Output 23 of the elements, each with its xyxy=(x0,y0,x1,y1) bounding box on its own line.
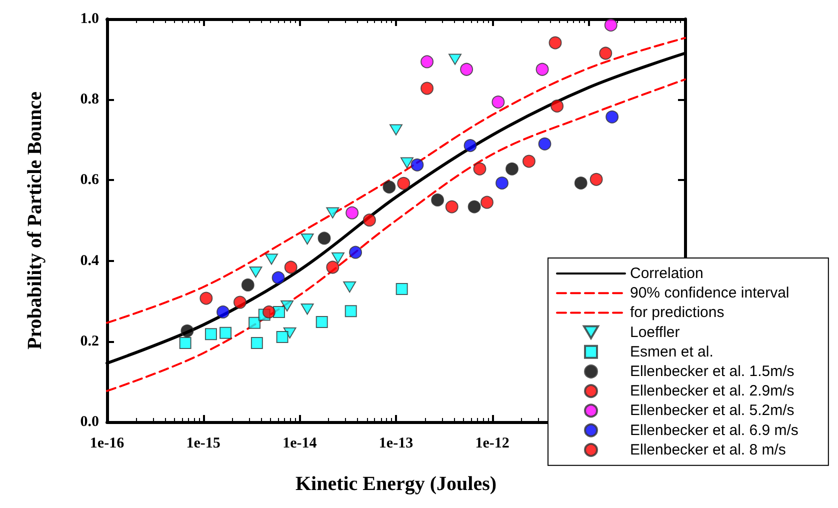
y-axis-title: Probability of Particle Bounce xyxy=(24,91,46,350)
legend-label: for predictions xyxy=(630,304,724,322)
legend-label: Ellenbecker et al. 1.5m/s xyxy=(630,363,794,380)
legend-label: Ellenbecker et al. 8 m/s xyxy=(630,441,786,458)
x-tick-label: 1e-16 xyxy=(90,436,125,452)
y-tick-label: 0.0 xyxy=(80,414,99,430)
y-tick-label: 1.0 xyxy=(80,11,99,27)
x-tick-label: 1e-15 xyxy=(186,436,220,452)
legend-label: Loeffler xyxy=(630,324,680,341)
legend-label: Ellenbecker et al. 6.9 m/s xyxy=(630,422,798,439)
y-tick-label: 0.2 xyxy=(80,333,99,350)
y-tick-label: 0.8 xyxy=(80,92,99,108)
legend-label: 90% confidence interval xyxy=(630,284,790,302)
y-tick-label: 0.4 xyxy=(80,252,100,269)
x-tick-label: 1e-13 xyxy=(378,436,414,452)
legend-label: Ellenbecker et al. 5.2m/s xyxy=(630,402,794,420)
x-axis-title: Kinetic Energy (Joules) xyxy=(295,473,497,495)
legend-label: Correlation xyxy=(630,265,704,282)
legend-label: Esmen et al. xyxy=(630,343,714,360)
x-tick-label: 1e-12 xyxy=(475,436,510,452)
legend-label: Ellenbecker et al. 2.9m/s xyxy=(630,382,794,400)
y-tick-label: 0.6 xyxy=(80,172,100,188)
x-tick-label: 1e-14 xyxy=(282,436,318,452)
